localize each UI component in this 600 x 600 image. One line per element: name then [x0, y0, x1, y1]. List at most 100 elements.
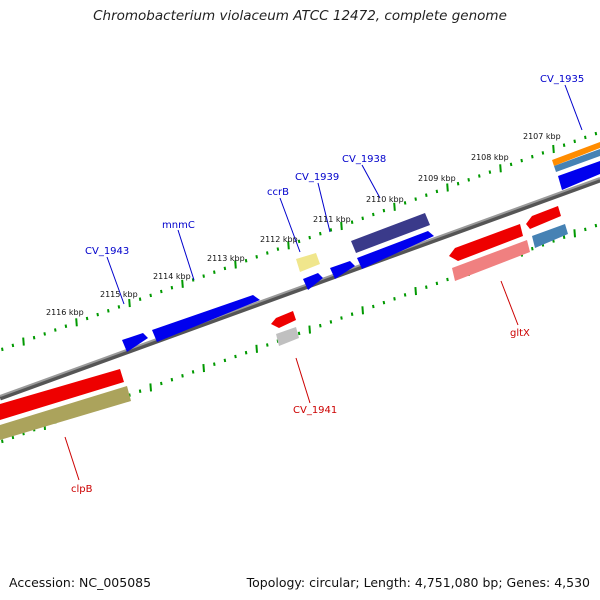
tick-label-2110: 2110 kbp [366, 195, 404, 204]
tick-mark [181, 279, 184, 288]
tick-label-2111: 2111 kbp [313, 215, 351, 224]
tick-mark [350, 312, 354, 316]
tick-mark [562, 235, 566, 239]
gene-gltx-light[interactable] [452, 240, 530, 281]
tick-mark [446, 277, 449, 282]
leader-cv1938 [361, 164, 381, 199]
gene-clpb-arrow[interactable] [0, 369, 124, 420]
tick-mark [43, 332, 46, 336]
gene-cv1941-grey[interactable] [276, 327, 299, 346]
tick-mark [340, 316, 343, 320]
gene-steel-small[interactable] [532, 224, 568, 248]
gene-label-cv1941[interactable]: CV_1941 [293, 405, 337, 416]
gene-gltx-arrow[interactable] [449, 224, 523, 261]
tick-label-2107: 2107 kbp [523, 132, 561, 141]
tick-label-2112: 2112 kbp [260, 235, 298, 244]
leader-ccrb [279, 197, 301, 253]
gene-label-ccrb[interactable]: ccrB [267, 187, 289, 198]
gene-cv1941-arrow[interactable] [271, 311, 296, 328]
gene-label-cv1938[interactable]: CV_1938 [342, 154, 386, 165]
tick-mark [467, 178, 470, 182]
tick-mark [244, 258, 248, 263]
tick-mark [1, 439, 4, 444]
leader-cv1939 [317, 182, 331, 233]
gene-clpb-olive[interactable] [0, 386, 131, 440]
tick-mark [319, 231, 322, 236]
leader-clpb [64, 436, 80, 481]
tick-mark [361, 216, 364, 221]
tick-mark [403, 293, 407, 297]
gene-cv1935-blue[interactable] [558, 161, 600, 190]
tick-mark [425, 285, 428, 289]
tick-mark [191, 370, 195, 374]
tick-mark [255, 344, 258, 353]
tick-mark [584, 135, 587, 140]
tick-mark [350, 220, 354, 224]
tick-mark [488, 170, 492, 174]
tick-mark [202, 364, 205, 373]
gene-cv1939-arrow[interactable] [330, 261, 355, 279]
tick-mark [382, 208, 386, 213]
tick-mark [573, 139, 576, 144]
tick-mark [478, 174, 481, 178]
tick-mark [138, 297, 142, 301]
gene-label-cv1939[interactable]: CV_1939 [295, 172, 339, 183]
leader-cv1943 [106, 256, 125, 305]
gene-cv1935-steel[interactable] [554, 149, 600, 172]
tick-mark [213, 270, 216, 274]
gene-cv1935-orange[interactable] [552, 142, 600, 166]
tick-mark [170, 285, 174, 290]
tick-mark [223, 266, 227, 271]
tick-label-2113: 2113 kbp [207, 254, 245, 263]
tick-mark [308, 235, 311, 240]
tick-mark [181, 374, 184, 378]
gene-red-small[interactable] [526, 206, 561, 229]
tick-mark [329, 228, 333, 232]
tick-labels: 2107 kbp 2108 kbp 2109 kbp 2110 kbp 2111… [46, 132, 561, 317]
gene-label-cv1935[interactable]: CV_1935 [540, 74, 584, 85]
tick-mark [32, 335, 36, 340]
tick-mark [340, 221, 343, 231]
tick-mark [1, 347, 4, 352]
tick-mark [329, 320, 333, 324]
tick-mark [85, 316, 89, 321]
gene-ccrb-arrow[interactable] [303, 273, 323, 290]
tick-mark [393, 202, 396, 211]
gene-label-gltx[interactable]: gltX [510, 328, 530, 339]
map-title: Chromobacterium violaceum ATCC 12472, co… [93, 8, 507, 24]
tick-mark [191, 278, 195, 282]
gene-label-mnmc[interactable]: mnmC [162, 220, 195, 231]
gene-cv1938-top[interactable] [351, 213, 430, 253]
tick-mark [234, 260, 237, 269]
tick-mark [170, 377, 174, 382]
tick-mark [531, 154, 534, 159]
gene-cv1938-arrow[interactable] [357, 231, 434, 269]
tick-mark [319, 323, 322, 328]
tick-label-2108: 2108 kbp [471, 153, 509, 162]
genome-summary-text: Topology: circular; Length: 4,751,080 bp… [246, 575, 590, 590]
tick-mark [562, 143, 566, 147]
tick-mark [520, 158, 523, 163]
leader-cv1941 [295, 357, 311, 404]
tick-mark [149, 383, 152, 392]
tick-mark [244, 350, 248, 355]
gene-label-clpb[interactable]: clpB [71, 484, 93, 495]
tick-mark [266, 343, 269, 347]
tick-mark [160, 289, 163, 294]
tick-mark [11, 343, 15, 348]
gene-ccrb-yellow[interactable] [296, 253, 320, 272]
tick-mark [541, 151, 545, 155]
tick-mark [255, 255, 258, 259]
accession-text: Accession: NC_005085 [9, 575, 152, 590]
gene-label-cv1943[interactable]: CV_1943 [85, 246, 129, 257]
gene-mnmc-arrow[interactable] [152, 295, 260, 342]
tick-mark [584, 227, 587, 232]
leader-cv1935 [564, 84, 583, 131]
tick-mark [435, 189, 439, 194]
gene-labels: CV_1935 CV_1938 CV_1939 ccrB mnmC CV_194… [71, 74, 584, 495]
gene-cv1943-arrow[interactable] [122, 333, 148, 352]
tick-label-2115: 2115 kbp [100, 290, 138, 299]
tick-mark [531, 246, 534, 251]
tick-mark [403, 201, 407, 205]
